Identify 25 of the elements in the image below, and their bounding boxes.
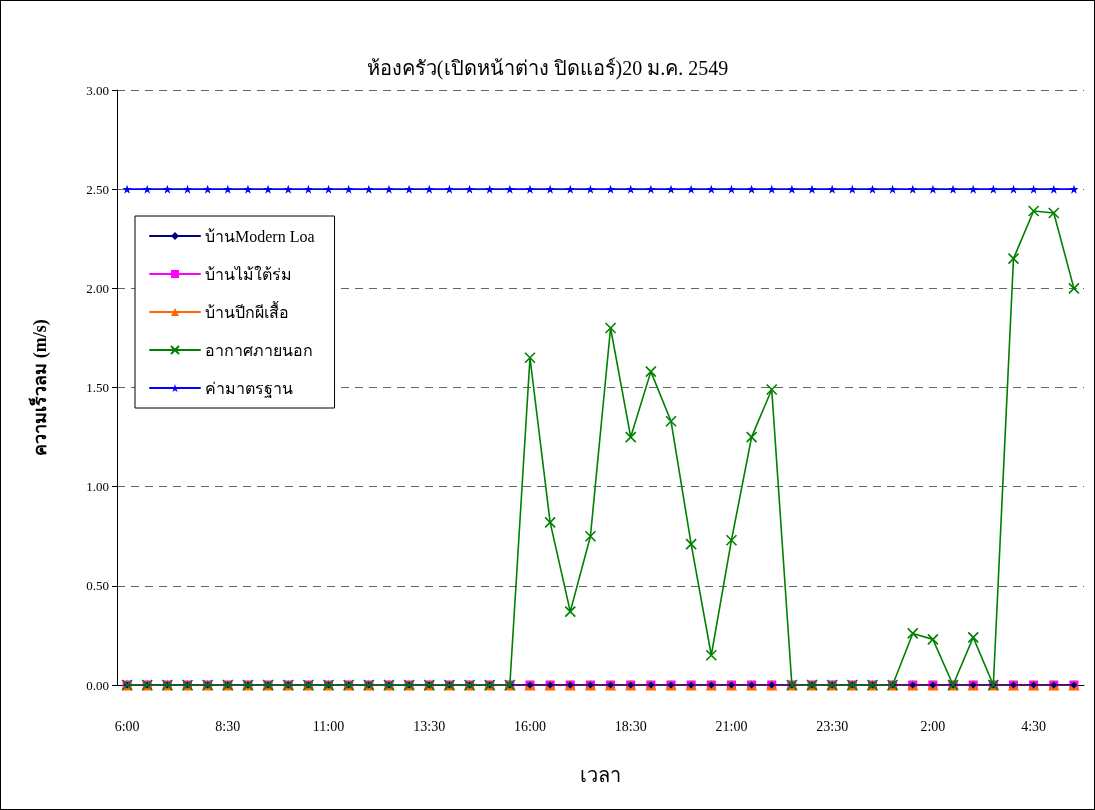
y-tick-label: 3.00 xyxy=(86,82,109,98)
x-tick-label: 18:30 xyxy=(614,718,647,734)
y-tick-label: 1.00 xyxy=(86,479,109,495)
legend-label: บ้านModern Loa xyxy=(205,227,315,245)
y-axis-title: ความเร็วลม (m/s) xyxy=(28,319,51,456)
legend-label: ค่ามาตรฐาน xyxy=(205,379,293,398)
x-tick-label: 13:30 xyxy=(413,718,446,734)
x-axis-title: เวลา xyxy=(580,764,621,786)
x-tick-label: 2:00 xyxy=(920,718,946,734)
y-tick-label: 0.50 xyxy=(86,578,109,594)
x-tick-label: 16:00 xyxy=(514,718,546,734)
x-tick-label: 8:30 xyxy=(215,718,241,734)
legend-label: อากาศภายนอก xyxy=(205,341,313,359)
y-tick-label: 0.00 xyxy=(86,677,109,693)
y-tick-label: 2.50 xyxy=(86,181,109,197)
y-tick-label: 2.00 xyxy=(86,280,109,296)
chart-title: ห้องครัว(เปิดหน้าต่าง ปิดแอร์)20 ม.ค. 2549 xyxy=(366,57,729,80)
y-tick-label: 1.50 xyxy=(86,380,109,395)
legend-label: บ้านปีกผีเสื้อ xyxy=(205,300,289,321)
x-tick-label: 23:30 xyxy=(816,718,849,734)
legend-label: บ้านไม้ใต้ร่ม xyxy=(205,264,292,283)
x-tick-label: 21:00 xyxy=(715,718,748,734)
x-tick-label: 11:00 xyxy=(312,718,345,734)
x-tick-label: 6:00 xyxy=(114,718,140,734)
x-tick-label: 4:30 xyxy=(1021,718,1047,734)
